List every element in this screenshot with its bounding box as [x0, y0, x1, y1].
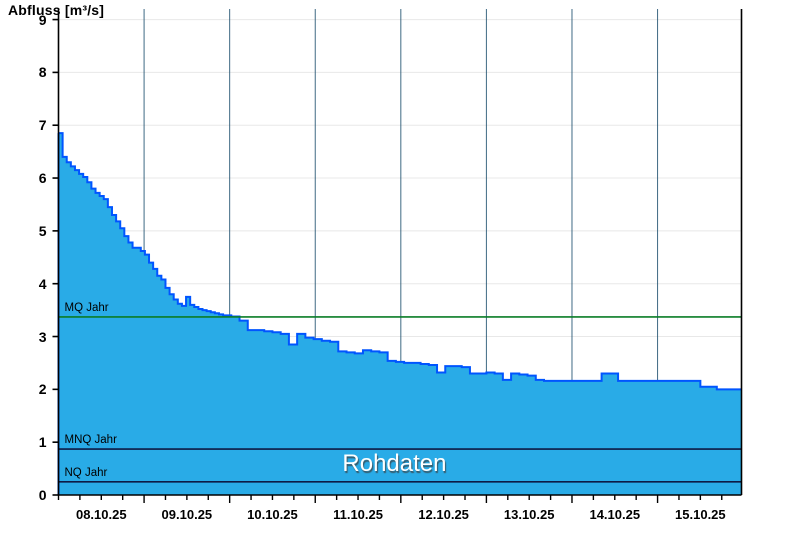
reference-label-mnq-jahr: MNQ Jahr — [64, 434, 117, 447]
discharge-area-fill — [58, 133, 742, 496]
x-axis-label-5: 13.10.25 — [503, 507, 555, 522]
discharge-area-series — [57, 132, 742, 496]
x-axis-label-7: 15.10.25 — [675, 507, 726, 522]
axis-tick-marks — [52, 18, 723, 503]
y-axis-label-9: 9 — [38, 11, 47, 28]
chart-axes — [57, 9, 743, 496]
y-axis-label-4: 4 — [38, 275, 47, 292]
y-axis-label-5: 5 — [38, 222, 47, 239]
reference-label-mq-jahr: MQ Jahr — [64, 301, 109, 314]
y-axis-label-7: 7 — [38, 117, 47, 134]
y-axis-title: Abfluss [m³/s] — [8, 2, 105, 18]
y-axis-label-6: 6 — [38, 170, 47, 187]
discharge-step-line — [58, 132, 742, 391]
reference-label-nq-jahr: NQ Jahr — [64, 466, 108, 479]
y-axis-label-0: 0 — [38, 487, 47, 503]
x-axis-label-0: 08.10.25 — [75, 507, 127, 522]
x-axis-label-2: 10.10.25 — [247, 507, 298, 522]
x-axis-label-3: 11.10.25 — [333, 507, 383, 522]
x-axis-label-6: 14.10.25 — [589, 507, 641, 522]
x-axis-label-4: 12.10.25 — [418, 507, 469, 522]
y-axis-label-3: 3 — [38, 328, 47, 345]
rohdaten-watermark: Rohdaten — [342, 449, 447, 477]
x-axis-label-1: 09.10.25 — [161, 507, 213, 522]
y-axis-label-2: 2 — [38, 381, 47, 398]
reference-lines — [58, 316, 742, 483]
y-axis-label-8: 8 — [38, 64, 47, 81]
y-axis-label-1: 1 — [38, 434, 47, 451]
